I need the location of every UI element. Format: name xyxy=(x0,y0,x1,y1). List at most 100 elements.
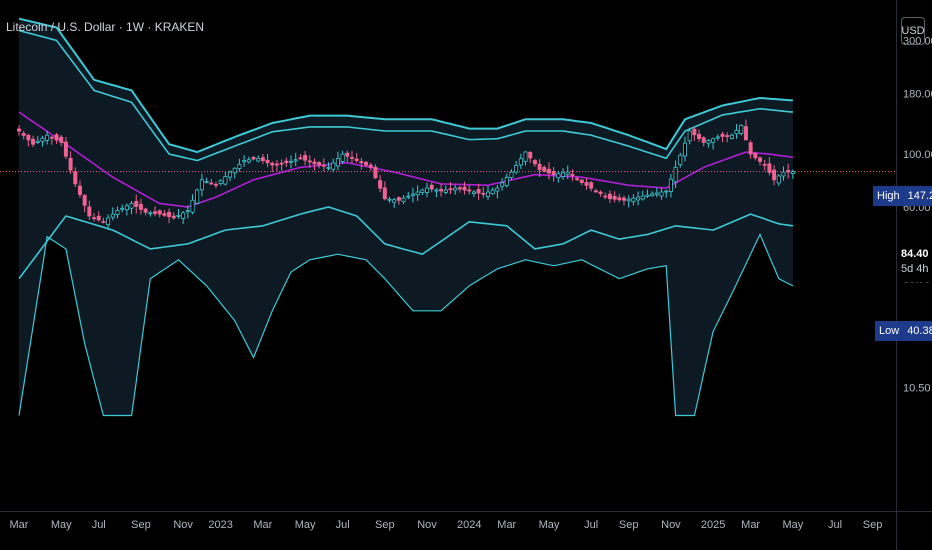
time-tick-label: Nov xyxy=(417,519,437,531)
basis-line xyxy=(18,111,794,208)
candle xyxy=(706,138,711,148)
candle xyxy=(26,133,31,147)
price-tick-label: 180.00 xyxy=(903,88,932,100)
candle xyxy=(199,173,204,197)
candle xyxy=(692,127,697,141)
candle xyxy=(190,194,195,215)
candle xyxy=(640,190,645,201)
bar-countdown: 5d 4h xyxy=(901,263,929,275)
candle xyxy=(387,196,392,203)
candle xyxy=(532,158,537,167)
candle xyxy=(429,182,434,193)
candle xyxy=(617,193,622,203)
time-tick-label: 2024 xyxy=(457,519,481,531)
time-axis[interactable]: Mar May Jul Sep Nov 2023 Mar May Jul Sep Nov 2024 Ma… xyxy=(10,519,883,531)
time-tick-label: May xyxy=(51,519,72,531)
candle xyxy=(195,188,200,205)
plot-area[interactable] xyxy=(0,17,896,417)
candle xyxy=(523,151,528,166)
candle xyxy=(725,132,730,143)
candle xyxy=(148,210,153,217)
candle xyxy=(528,151,533,163)
time-tick-label: Sep xyxy=(375,519,395,531)
time-tick-label: Jul xyxy=(336,519,350,531)
candle xyxy=(326,162,331,171)
candle xyxy=(537,159,542,177)
candle xyxy=(471,190,476,198)
candle xyxy=(21,130,26,140)
candle xyxy=(293,152,298,167)
time-tick-label: Jul xyxy=(828,519,842,531)
candle xyxy=(345,150,350,163)
candle xyxy=(162,209,167,217)
candle xyxy=(303,151,308,166)
candle xyxy=(382,181,387,201)
candle xyxy=(593,188,598,193)
candle xyxy=(181,210,186,224)
candle xyxy=(603,192,608,200)
candle xyxy=(321,158,326,172)
candle xyxy=(481,187,486,198)
candle xyxy=(298,154,303,160)
candle xyxy=(378,175,383,193)
candle xyxy=(251,155,256,161)
candle xyxy=(101,217,106,224)
candle xyxy=(364,160,369,168)
candle xyxy=(697,129,702,142)
candle xyxy=(753,151,758,161)
outer-lower-band xyxy=(18,233,794,417)
candle xyxy=(312,158,317,171)
candle xyxy=(490,187,495,195)
candle xyxy=(204,177,209,184)
high-value: 147.22 xyxy=(903,186,932,206)
candle xyxy=(425,182,430,198)
candle xyxy=(612,191,617,203)
time-tick-label: Sep xyxy=(131,519,151,531)
candle xyxy=(124,203,129,216)
candle xyxy=(743,119,748,141)
candle xyxy=(213,181,218,189)
candle xyxy=(392,197,397,208)
candle xyxy=(317,161,322,169)
time-tick-label: 2025 xyxy=(701,519,725,531)
candle xyxy=(678,152,683,168)
candle xyxy=(167,208,172,224)
high-label: High xyxy=(873,186,904,206)
candle xyxy=(453,185,458,195)
candle xyxy=(598,190,603,197)
candle xyxy=(237,158,242,172)
candle xyxy=(40,135,45,147)
candle xyxy=(636,191,641,206)
candle xyxy=(584,178,589,190)
candle xyxy=(331,158,336,173)
candle xyxy=(16,124,21,136)
candle xyxy=(115,206,120,219)
candle xyxy=(373,164,378,179)
time-tick-label: Mar xyxy=(10,519,29,531)
candle xyxy=(561,168,566,180)
candle xyxy=(138,198,143,215)
time-tick-label: Sep xyxy=(863,519,883,531)
time-tick-label: May xyxy=(782,519,803,531)
candle xyxy=(650,191,655,197)
candle xyxy=(589,181,594,192)
candle xyxy=(223,171,228,186)
candle xyxy=(495,184,500,199)
candle xyxy=(781,166,786,181)
candle xyxy=(49,135,54,145)
candle xyxy=(349,150,354,164)
candle xyxy=(415,185,420,201)
candle xyxy=(87,200,92,221)
candle xyxy=(739,124,744,136)
time-tick-label: Nov xyxy=(173,519,193,531)
candle xyxy=(209,179,214,185)
candle xyxy=(176,209,181,219)
candle xyxy=(171,212,176,220)
candle xyxy=(265,153,270,168)
candle xyxy=(509,169,514,181)
currency-selector-button[interactable]: USD xyxy=(901,17,925,45)
candle xyxy=(673,160,678,188)
candle xyxy=(354,153,359,163)
candle xyxy=(157,209,162,218)
